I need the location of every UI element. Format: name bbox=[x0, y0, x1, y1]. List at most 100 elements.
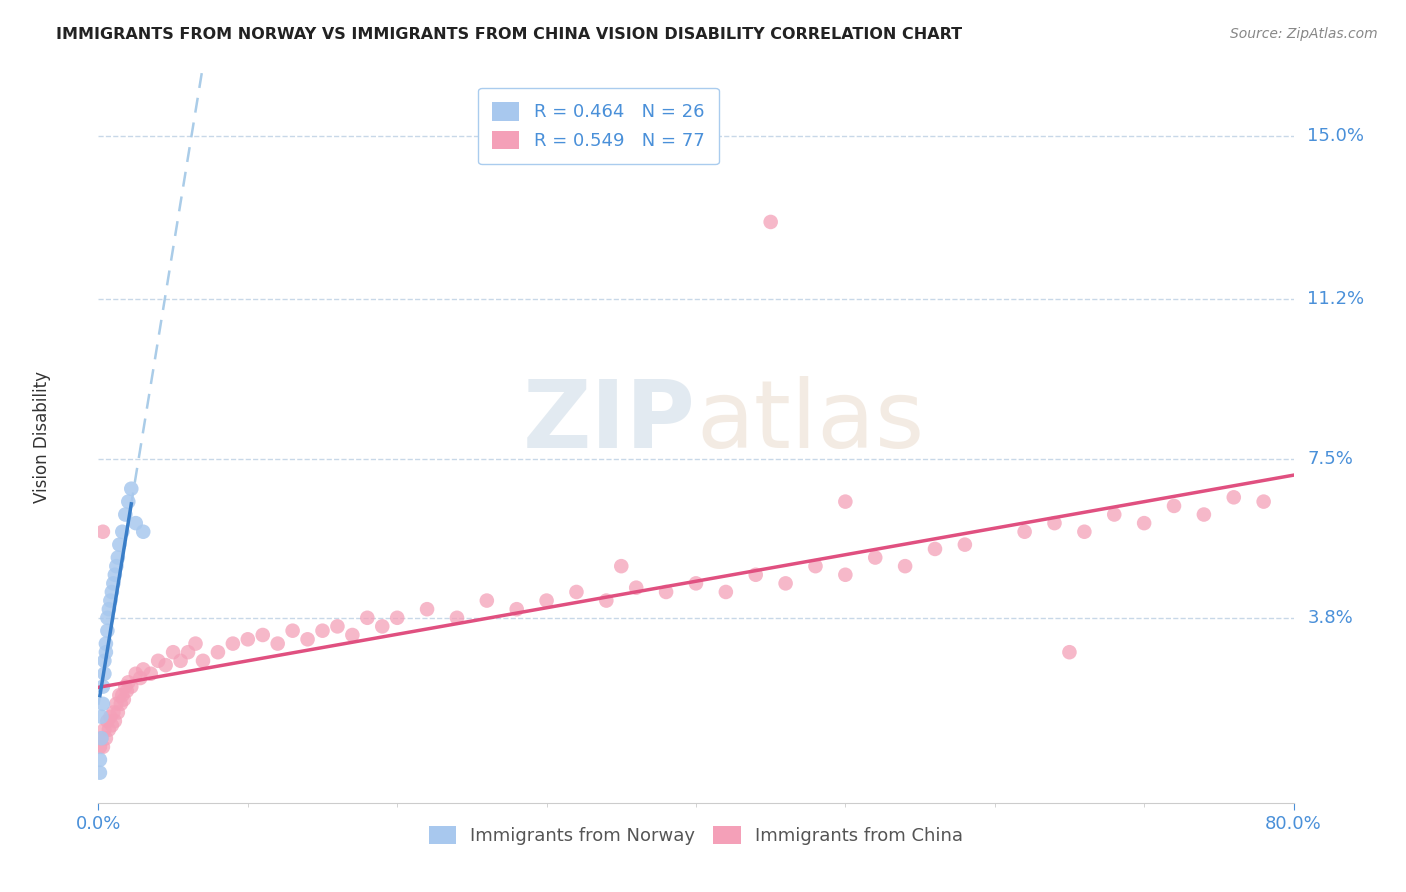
Point bbox=[103, 576, 125, 591]
Point bbox=[112, 692, 135, 706]
Text: 11.2%: 11.2% bbox=[1308, 291, 1365, 309]
Text: 15.0%: 15.0% bbox=[1308, 127, 1364, 145]
Text: Vision Disability: Vision Disability bbox=[32, 371, 51, 503]
Point bbox=[297, 632, 319, 647]
Point bbox=[117, 494, 139, 508]
Point bbox=[1014, 524, 1036, 539]
Point bbox=[98, 593, 122, 607]
Point bbox=[865, 550, 887, 565]
Point bbox=[162, 645, 184, 659]
Point bbox=[108, 688, 131, 702]
Point bbox=[1133, 516, 1156, 530]
Point bbox=[506, 602, 529, 616]
Point bbox=[97, 723, 120, 737]
Point bbox=[356, 611, 378, 625]
Point bbox=[169, 654, 191, 668]
Point bbox=[834, 567, 856, 582]
Point bbox=[446, 611, 468, 625]
Point bbox=[475, 593, 498, 607]
Point bbox=[91, 697, 114, 711]
Point bbox=[117, 675, 139, 690]
Point bbox=[177, 645, 200, 659]
Point bbox=[1163, 499, 1185, 513]
Point bbox=[97, 602, 120, 616]
Point bbox=[107, 706, 129, 720]
Point bbox=[184, 637, 207, 651]
Point bbox=[90, 710, 112, 724]
Point bbox=[129, 671, 152, 685]
Point bbox=[1104, 508, 1126, 522]
Point bbox=[222, 637, 245, 651]
Point bbox=[148, 654, 170, 668]
Point bbox=[311, 624, 333, 638]
Point bbox=[139, 666, 162, 681]
Point bbox=[103, 706, 125, 720]
Point bbox=[91, 739, 114, 754]
Point bbox=[111, 688, 134, 702]
Point bbox=[155, 658, 177, 673]
Point bbox=[1073, 524, 1095, 539]
Point bbox=[111, 524, 134, 539]
Point bbox=[804, 559, 827, 574]
Point bbox=[90, 731, 112, 746]
Point bbox=[326, 619, 349, 633]
Point bbox=[107, 550, 129, 565]
Point bbox=[610, 559, 633, 574]
Point bbox=[207, 645, 229, 659]
Point bbox=[89, 739, 111, 754]
Point bbox=[132, 662, 155, 676]
Point bbox=[108, 538, 131, 552]
Point bbox=[655, 585, 678, 599]
Point bbox=[191, 654, 214, 668]
Text: 7.5%: 7.5% bbox=[1308, 450, 1354, 467]
Point bbox=[745, 567, 768, 582]
Point bbox=[1253, 494, 1275, 508]
Point bbox=[125, 666, 148, 681]
Point bbox=[96, 611, 118, 625]
Point bbox=[416, 602, 439, 616]
Point bbox=[267, 637, 290, 651]
Point bbox=[595, 593, 617, 607]
Point bbox=[132, 524, 155, 539]
Point bbox=[114, 508, 136, 522]
Point bbox=[125, 516, 148, 530]
Text: 3.8%: 3.8% bbox=[1308, 608, 1353, 627]
Point bbox=[101, 585, 124, 599]
Point bbox=[536, 593, 558, 607]
Text: Source: ZipAtlas.com: Source: ZipAtlas.com bbox=[1230, 27, 1378, 41]
Point bbox=[90, 731, 112, 746]
Point bbox=[1192, 508, 1215, 522]
Text: IMMIGRANTS FROM NORWAY VS IMMIGRANTS FROM CHINA VISION DISABILITY CORRELATION CH: IMMIGRANTS FROM NORWAY VS IMMIGRANTS FRO… bbox=[56, 27, 962, 42]
Point bbox=[1223, 491, 1246, 505]
Point bbox=[101, 718, 124, 732]
Point bbox=[91, 680, 114, 694]
Point bbox=[115, 684, 138, 698]
Point bbox=[93, 723, 115, 737]
Point bbox=[759, 215, 782, 229]
Point bbox=[94, 731, 117, 746]
Point bbox=[252, 628, 274, 642]
Legend: Immigrants from Norway, Immigrants from China: Immigrants from Norway, Immigrants from … bbox=[422, 819, 970, 852]
Point bbox=[120, 482, 142, 496]
Point bbox=[114, 680, 136, 694]
Point bbox=[894, 559, 917, 574]
Point bbox=[93, 666, 115, 681]
Point bbox=[104, 567, 127, 582]
Point bbox=[953, 538, 976, 552]
Point bbox=[110, 697, 132, 711]
Point bbox=[89, 753, 111, 767]
Point bbox=[685, 576, 707, 591]
Point bbox=[371, 619, 394, 633]
Point bbox=[342, 628, 364, 642]
Point bbox=[1043, 516, 1066, 530]
Point bbox=[91, 524, 114, 539]
Point bbox=[775, 576, 797, 591]
Text: atlas: atlas bbox=[696, 376, 924, 468]
Point bbox=[93, 654, 115, 668]
Point bbox=[385, 611, 409, 625]
Point bbox=[104, 714, 127, 728]
Point bbox=[626, 581, 648, 595]
Point bbox=[1059, 645, 1081, 659]
Point bbox=[834, 494, 856, 508]
Point bbox=[714, 585, 737, 599]
